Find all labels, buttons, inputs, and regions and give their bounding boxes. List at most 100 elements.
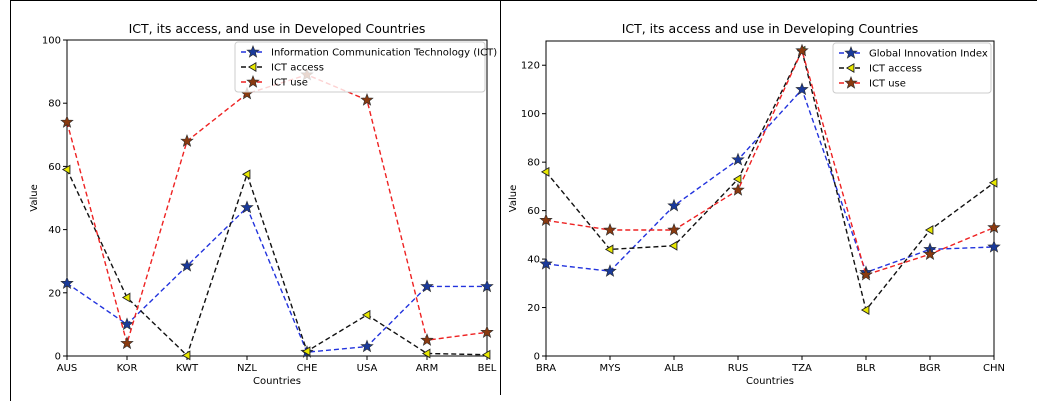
x-tick-label: BRA — [536, 363, 556, 374]
data-point — [181, 350, 191, 361]
x-tick-label: RUS — [728, 363, 749, 374]
data-point — [539, 213, 553, 227]
x-tick-label: BEL — [478, 363, 497, 374]
series-line-1 — [66, 169, 488, 357]
x-tick-label: TZA — [791, 363, 812, 374]
legend-box — [832, 42, 992, 94]
chart-title: ICT, its access, and use in Developed Co… — [129, 21, 426, 36]
x-tick-label: BGR — [919, 363, 940, 374]
chart-title: ICT, its access and use in Developing Co… — [622, 21, 919, 36]
data-point — [540, 166, 550, 177]
y-axis-label: Value — [29, 184, 40, 211]
data-point — [420, 333, 434, 346]
series-line-1 — [545, 48, 995, 312]
y-tick-label: 40 — [527, 255, 540, 266]
plot-area — [66, 39, 488, 357]
data-point — [301, 346, 311, 357]
x-tick-label: ALB — [664, 363, 683, 374]
y-tick-label: 60 — [48, 162, 61, 173]
x-tick-label: AUS — [57, 363, 78, 374]
series-line-0 — [545, 88, 995, 274]
data-point — [180, 134, 194, 147]
chart-developing: ICT, its access and use in Developing Co… — [508, 21, 1005, 387]
plot-area — [545, 40, 995, 357]
legend-label: ICT use — [271, 78, 308, 89]
data-point — [988, 177, 998, 188]
y-tick-label: 80 — [527, 158, 540, 169]
y-tick-label: 100 — [521, 109, 540, 120]
data-point — [360, 92, 374, 106]
data-point — [60, 276, 74, 290]
data-point — [731, 152, 745, 166]
legend-marker — [246, 74, 260, 88]
data-point — [481, 349, 491, 360]
legend-marker — [844, 75, 858, 89]
y-tick-label: 100 — [42, 36, 61, 47]
legend-label: Global Innovation Index — [869, 49, 988, 60]
x-axis-label: Countries — [746, 376, 794, 387]
legend-box — [234, 41, 486, 93]
legend-marker — [247, 62, 257, 72]
x-tick-label: MYS — [599, 363, 620, 374]
legend-label: Information Communication Technology (IC… — [271, 48, 497, 59]
data-point — [923, 247, 937, 260]
data-point — [795, 43, 809, 57]
data-point — [603, 222, 617, 236]
y-tick-label: 40 — [48, 225, 61, 236]
data-point — [361, 309, 371, 320]
x-axis-label: Countries — [253, 376, 301, 387]
data-point — [121, 292, 131, 303]
x-tick-label: CHN — [983, 363, 1005, 374]
x-tick-label: USA — [357, 363, 378, 374]
y-tick-label: 20 — [527, 303, 540, 314]
data-point — [480, 279, 494, 293]
y-tick-label: 0 — [55, 352, 61, 363]
series-line-2 — [66, 74, 488, 346]
x-tick-label: KWT — [176, 363, 199, 374]
data-point — [924, 225, 934, 235]
legend-label: ICT use — [869, 79, 906, 90]
data-point — [667, 222, 681, 236]
data-point — [421, 348, 431, 359]
legend-marker — [844, 45, 858, 59]
data-point — [732, 174, 742, 185]
legend-label: ICT access — [271, 63, 324, 74]
legend-label: ICT access — [869, 64, 922, 75]
data-point — [668, 240, 678, 251]
data-point — [360, 339, 374, 353]
data-point — [420, 279, 434, 293]
data-point — [120, 317, 134, 331]
legend-marker — [246, 44, 260, 58]
x-tick-label: BLR — [856, 363, 875, 374]
chart-developed: ICT, its access, and use in Developed Co… — [29, 21, 497, 387]
data-point — [987, 220, 1001, 234]
data-point — [60, 115, 74, 128]
x-tick-label: ARM — [416, 363, 438, 374]
data-point — [61, 164, 71, 175]
data-point — [539, 256, 553, 270]
y-tick-label: 80 — [48, 99, 61, 110]
data-point — [480, 325, 494, 339]
y-axis-label: Value — [508, 185, 519, 212]
data-point — [731, 182, 745, 196]
data-point — [603, 264, 617, 277]
data-point — [667, 198, 681, 212]
data-point — [120, 336, 134, 350]
data-point — [604, 244, 614, 255]
series-line-2 — [545, 48, 995, 276]
y-tick-label: 120 — [521, 61, 540, 72]
y-tick-label: 0 — [534, 352, 540, 363]
data-point — [241, 169, 251, 180]
y-tick-label: 60 — [527, 206, 540, 217]
data-point — [240, 200, 254, 214]
data-point — [180, 258, 194, 272]
data-point — [859, 267, 873, 281]
data-point — [860, 304, 870, 315]
legend-marker — [845, 63, 855, 73]
x-tick-label: KOR — [117, 363, 138, 374]
data-point — [795, 82, 809, 96]
y-tick-label: 20 — [48, 288, 61, 299]
x-tick-label: CHE — [297, 363, 318, 374]
data-point — [987, 239, 1001, 253]
